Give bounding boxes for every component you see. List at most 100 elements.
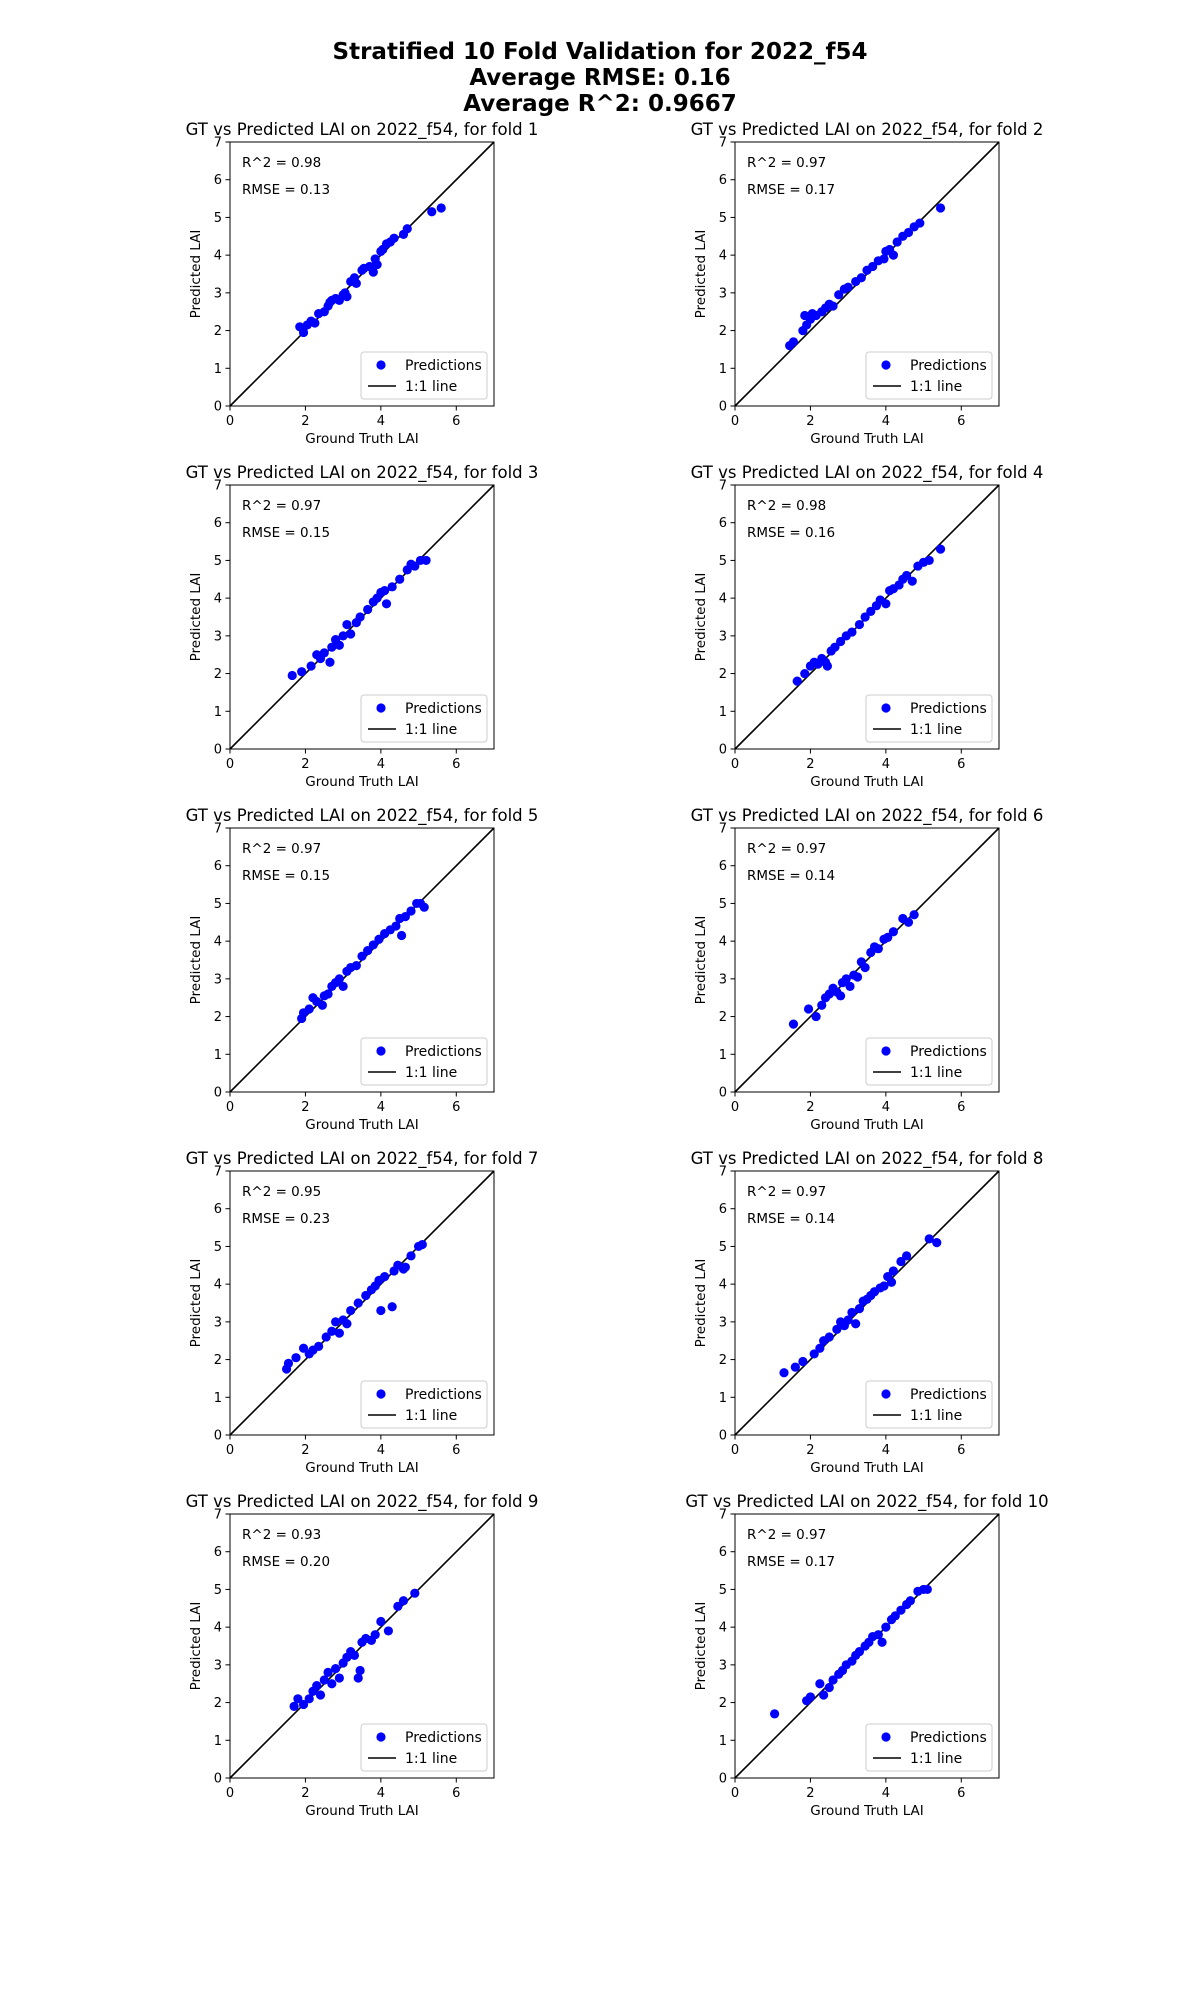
y-tick-label: 5 bbox=[719, 554, 727, 569]
prediction-point bbox=[788, 337, 799, 347]
axes-frame bbox=[734, 827, 1000, 1093]
x-axis-label: Ground Truth LAI bbox=[305, 774, 419, 790]
prediction-point bbox=[845, 981, 855, 992]
legend-marker-predictions bbox=[881, 1732, 891, 1742]
prediction-point bbox=[351, 961, 361, 971]
prediction-point bbox=[888, 927, 899, 937]
x-tick-label: 0 bbox=[731, 757, 739, 772]
r2-annotation: R^2 = 0.97 bbox=[747, 841, 826, 857]
y-tick-label: 0 bbox=[719, 1086, 727, 1101]
legend-marker-predictions bbox=[881, 360, 891, 370]
prediction-point bbox=[935, 544, 946, 554]
y-axis-label: Predicted LAI bbox=[693, 916, 709, 1005]
x-tick-label: 6 bbox=[957, 1786, 965, 1801]
prediction-point bbox=[376, 1616, 386, 1627]
prediction-points bbox=[788, 910, 919, 1029]
legend-marker-predictions bbox=[376, 1732, 386, 1742]
r2-annotation: R^2 = 0.97 bbox=[747, 1184, 826, 1200]
prediction-point bbox=[779, 1368, 789, 1378]
prediction-point bbox=[317, 1000, 327, 1010]
x-tick-label: 6 bbox=[957, 757, 965, 772]
prediction-point bbox=[293, 1694, 303, 1704]
prediction-point bbox=[932, 1238, 942, 1248]
axes-frame bbox=[734, 141, 1000, 407]
prediction-points bbox=[297, 898, 429, 1024]
y-axis-label: Predicted LAI bbox=[693, 1259, 709, 1348]
legend-label-predictions: Predictions bbox=[910, 1044, 987, 1060]
legend-label-one-to-one: 1:1 line bbox=[910, 1408, 962, 1424]
prediction-point bbox=[323, 1667, 333, 1677]
prediction-point bbox=[809, 1349, 819, 1359]
y-tick-label: 5 bbox=[719, 1240, 727, 1255]
y-tick-label: 5 bbox=[214, 1240, 222, 1255]
prediction-point bbox=[368, 940, 378, 950]
y-tick-label: 0 bbox=[214, 1772, 222, 1787]
prediction-point bbox=[380, 586, 390, 596]
y-tick-label: 0 bbox=[214, 743, 222, 758]
y-axis-label: Predicted LAI bbox=[693, 230, 709, 319]
y-tick-label: 6 bbox=[214, 859, 222, 874]
subplot-title: GT vs Predicted LAI on 2022_f54, for fol… bbox=[186, 1492, 539, 1512]
prediction-point bbox=[372, 259, 382, 270]
legend-box bbox=[865, 1037, 993, 1086]
prediction-point bbox=[851, 1319, 861, 1329]
prediction-point bbox=[400, 1262, 410, 1272]
x-tick-label: 0 bbox=[226, 414, 234, 429]
x-tick-label: 0 bbox=[731, 414, 739, 429]
prediction-point bbox=[370, 1630, 380, 1640]
prediction-point bbox=[393, 1601, 403, 1611]
y-axis-label: Predicted LAI bbox=[188, 573, 204, 662]
r2-annotation: R^2 = 0.97 bbox=[242, 841, 321, 857]
legend-box bbox=[865, 694, 993, 743]
y-tick-label: 1 bbox=[214, 1048, 222, 1063]
legend-label-predictions: Predictions bbox=[910, 1387, 987, 1403]
rmse-annotation: RMSE = 0.20 bbox=[242, 1554, 330, 1570]
prediction-point bbox=[327, 642, 337, 652]
legend-label-one-to-one: 1:1 line bbox=[910, 1065, 962, 1081]
legend-marker-predictions bbox=[376, 360, 386, 370]
y-tick-label: 0 bbox=[719, 1429, 727, 1444]
legend-box bbox=[865, 1380, 993, 1429]
prediction-point bbox=[312, 1681, 322, 1691]
legend-marker-predictions bbox=[881, 703, 891, 713]
y-tick-label: 2 bbox=[214, 1696, 222, 1711]
prediction-point bbox=[790, 1362, 800, 1372]
prediction-point bbox=[327, 1679, 337, 1689]
x-tick-label: 4 bbox=[882, 1100, 890, 1115]
legend: Predictions 1:1 line bbox=[865, 1380, 993, 1429]
subplot-title: GT vs Predicted LAI on 2022_f54, for fol… bbox=[691, 120, 1044, 140]
prediction-point bbox=[406, 906, 416, 916]
y-tick-label: 3 bbox=[719, 629, 727, 644]
legend-label-predictions: Predictions bbox=[910, 358, 987, 374]
prediction-point bbox=[298, 1699, 309, 1710]
prediction-point bbox=[355, 1665, 365, 1676]
prediction-point bbox=[291, 1353, 301, 1363]
legend-label-one-to-one: 1:1 line bbox=[910, 379, 962, 395]
x-tick-label: 0 bbox=[731, 1100, 739, 1115]
y-tick-label: 3 bbox=[214, 1658, 222, 1673]
prediction-point bbox=[298, 1343, 309, 1353]
y-axis-label: Predicted LAI bbox=[693, 573, 709, 662]
y-tick-label: 6 bbox=[719, 173, 727, 188]
subplot-grid: GT vs Predicted LAI on 2022_f54, for fol… bbox=[186, 120, 1049, 1819]
y-tick-label: 7 bbox=[719, 136, 727, 151]
prediction-points bbox=[281, 1239, 427, 1374]
r2-annotation: R^2 = 0.98 bbox=[747, 498, 826, 514]
prediction-points bbox=[792, 544, 946, 686]
prediction-point bbox=[896, 1256, 906, 1267]
prediction-point bbox=[391, 921, 401, 931]
prediction-points bbox=[289, 1588, 420, 1711]
x-axis-label: Ground Truth LAI bbox=[305, 1460, 419, 1476]
prediction-point bbox=[321, 1332, 331, 1342]
prediction-points bbox=[295, 203, 446, 338]
prediction-point bbox=[824, 1682, 834, 1693]
prediction-point bbox=[836, 991, 846, 1001]
x-tick-label: 2 bbox=[301, 1786, 309, 1801]
legend-marker-predictions bbox=[376, 703, 386, 713]
y-tick-label: 3 bbox=[214, 1315, 222, 1330]
legend-marker-predictions bbox=[881, 1389, 891, 1399]
x-axis-label: Ground Truth LAI bbox=[305, 1117, 419, 1133]
prediction-point bbox=[427, 207, 437, 217]
legend-box bbox=[865, 351, 993, 400]
prediction-point bbox=[287, 670, 297, 681]
